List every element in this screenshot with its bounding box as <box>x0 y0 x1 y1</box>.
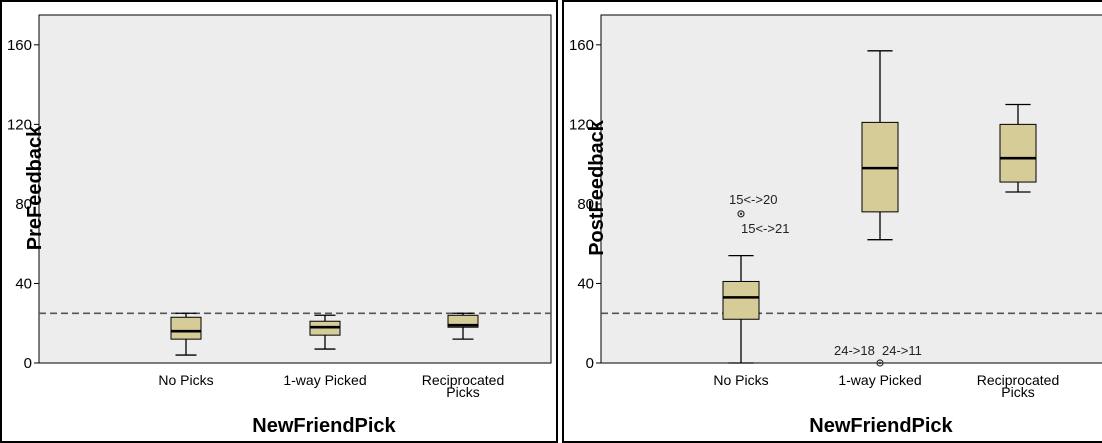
x-category-label: Reciprocated <box>422 372 505 388</box>
x-category-label: 1-way Picked <box>838 372 921 388</box>
y-tick-label: 0 <box>24 355 32 372</box>
x-category-label: No Picks <box>713 372 768 388</box>
chart-panel-postfeedback: 0 40 80 120 160 No Picks 1-way Picked Reciproca… <box>562 0 1102 443</box>
y-tick-label: 40 <box>15 275 32 292</box>
outlier-point-inner <box>739 212 743 216</box>
prefeedback-boxplot: 0 40 80 120 160 No Picks 1-way Picked Reciproca… <box>7 14 552 437</box>
x-category-label: Picks <box>446 384 479 400</box>
box-iqr <box>722 280 760 320</box>
chart-panel-prefeedback: 0 40 80 120 160 No Picks 1-way Picked Reciproca… <box>0 0 558 443</box>
box-iqr <box>447 314 479 328</box>
x-category-label: No Picks <box>158 372 213 388</box>
outlier-label: 24->18 <box>834 343 875 358</box>
box-iqr <box>170 316 202 340</box>
outlier-point <box>876 359 884 367</box>
postfeedback-boxplot: 0 40 80 120 160 No Picks 1-way Picked Reciproca… <box>569 14 1102 437</box>
y-tick-label: 120 <box>7 116 32 133</box>
y-tick-label: 0 <box>586 355 594 372</box>
y-axis-title: PreFeedback <box>24 125 46 250</box>
x-category-label: Picks <box>1001 384 1034 400</box>
y-tick-label: 160 <box>569 37 594 54</box>
y-tick-label: 40 <box>577 275 594 292</box>
outlier-label: 15<->20 <box>729 192 777 207</box>
box-iqr <box>999 123 1037 183</box>
plot-area <box>38 14 552 364</box>
x-category-label: 1-way Picked <box>283 372 366 388</box>
outlier-label: 15<->21 <box>741 221 789 236</box>
x-axis-title: NewFriendPick <box>809 415 953 437</box>
x-axis-title: NewFriendPick <box>252 415 396 437</box>
outlier-label: 24->11 <box>882 343 922 358</box>
outlier-point-inner <box>878 361 882 365</box>
y-tick-label: 160 <box>7 37 32 54</box>
x-category-label: Reciprocated <box>977 372 1060 388</box>
y-tick-label: 80 <box>15 196 32 213</box>
plot-area <box>600 14 1102 364</box>
outlier-point <box>737 210 745 218</box>
y-tick-label: 120 <box>569 116 594 133</box>
y-axis-title: PostFeedback <box>586 119 608 255</box>
y-tick-label: 80 <box>577 196 594 213</box>
